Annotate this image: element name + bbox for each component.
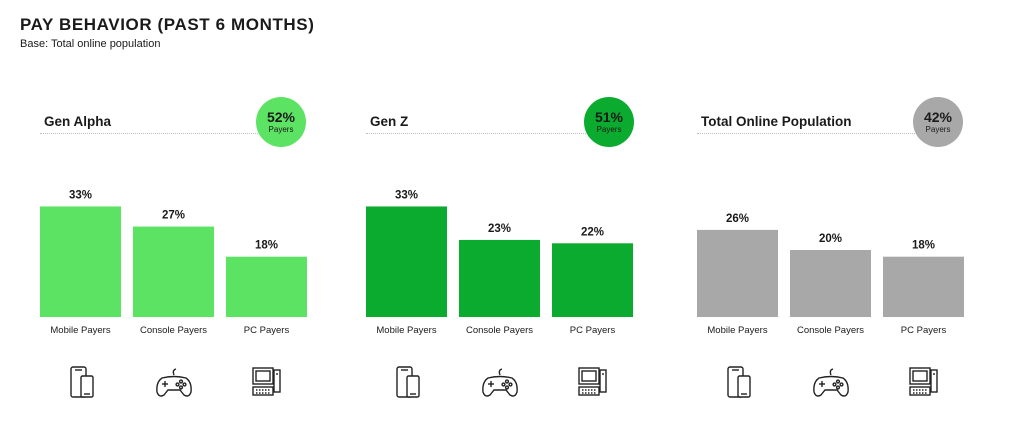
badge-label: Payers xyxy=(596,125,622,134)
category-label: Mobile Payers xyxy=(50,325,110,336)
smartphone-tablet-icon xyxy=(61,366,101,400)
data-label: 26% xyxy=(726,213,749,225)
desktop-computer-icon xyxy=(573,366,613,400)
category-label: PC Payers xyxy=(244,325,290,336)
category-label: Mobile Payers xyxy=(376,325,436,336)
bar-pc-payers xyxy=(552,243,633,317)
smartphone-tablet-icon xyxy=(387,366,427,400)
badge-value: 42% xyxy=(923,109,953,125)
data-label: 18% xyxy=(255,240,278,252)
category-label: Console Payers xyxy=(797,325,864,336)
bar-mobile-payers xyxy=(40,206,121,317)
category-label: Console Payers xyxy=(466,325,533,336)
bar-chart: 33% Mobile Payers 27% Console Payers 18% PC P… xyxy=(40,189,307,336)
category-label: PC Payers xyxy=(570,325,616,336)
panel-title: Gen Alpha xyxy=(44,114,112,129)
divider xyxy=(366,133,606,134)
data-label: 22% xyxy=(581,226,604,238)
bar-chart: 26% Mobile Payers 20% Console Payers 18% PC P… xyxy=(697,213,964,336)
gamepad-icon xyxy=(154,366,194,400)
badge-value: 52% xyxy=(266,109,296,125)
badge-label: Payers xyxy=(268,125,294,134)
data-label: 20% xyxy=(819,233,842,245)
bar-chart: 33% Mobile Payers 23% Console Payers 22% PC P… xyxy=(366,189,633,336)
bar-console-payers xyxy=(133,226,214,317)
panel-total-online-population: Total Online Population 42% Payers 26% Mo… xyxy=(697,0,997,438)
page-title: PAY BEHAVIOR (PAST 6 MONTHS) xyxy=(20,15,315,34)
payers-badge: 42% Payers xyxy=(913,97,963,147)
panel-gen-z: Gen Z 51% Payers 33% Mobile Payers 23% Cons… xyxy=(366,0,666,438)
data-label: 18% xyxy=(912,240,935,252)
divider xyxy=(40,133,280,134)
bar-console-payers xyxy=(459,239,540,317)
data-label: 27% xyxy=(162,210,185,222)
payers-badge: 51% Payers xyxy=(584,97,634,147)
bar-pc-payers xyxy=(883,256,964,317)
panel-gen-alpha: Gen Alpha 52% Payers 33% Mobile Payers 27%… xyxy=(40,0,340,438)
data-label: 33% xyxy=(69,189,92,201)
gamepad-icon xyxy=(480,366,520,400)
category-label: PC Payers xyxy=(901,325,947,336)
divider xyxy=(697,133,937,134)
bar-console-payers xyxy=(790,250,871,317)
payers-badge: 52% Payers xyxy=(256,97,306,147)
bar-mobile-payers xyxy=(366,206,447,317)
bar-pc-payers xyxy=(226,256,307,317)
desktop-computer-icon xyxy=(904,366,944,400)
gamepad-icon xyxy=(811,366,851,400)
badge-label: Payers xyxy=(925,125,951,134)
badge-value: 51% xyxy=(594,109,624,125)
panel-title: Gen Z xyxy=(370,114,409,129)
panel-title: Total Online Population xyxy=(701,114,852,129)
data-label: 33% xyxy=(395,189,418,201)
category-label: Mobile Payers xyxy=(707,325,767,336)
desktop-computer-icon xyxy=(247,366,287,400)
category-label: Console Payers xyxy=(140,325,207,336)
smartphone-tablet-icon xyxy=(718,366,758,400)
bar-mobile-payers xyxy=(697,229,778,317)
data-label: 23% xyxy=(488,223,511,235)
page-subtitle: Base: Total online population xyxy=(20,38,161,50)
